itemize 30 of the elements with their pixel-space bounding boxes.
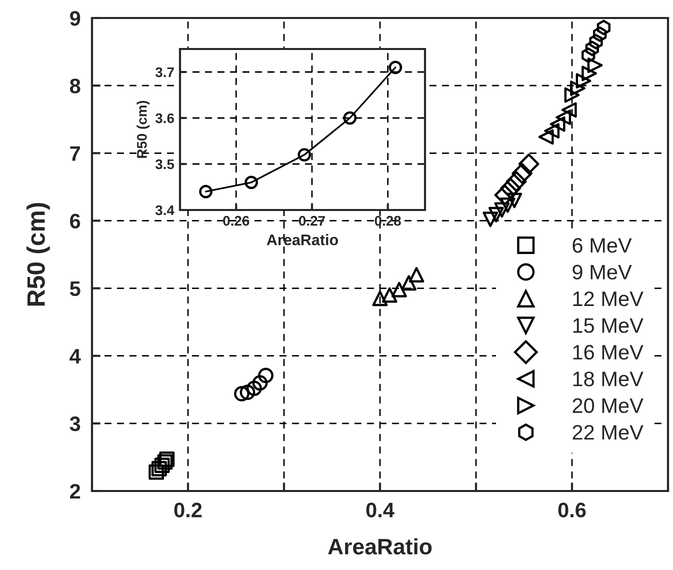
- legend-label: 12 MeV: [573, 291, 644, 306]
- legend-label: 15 MeV: [573, 318, 644, 333]
- x-tick-label: 0.27: [299, 216, 325, 226]
- x-tick-label: 0.2: [174, 502, 202, 518]
- y-axis-title: R50 (cm): [26, 202, 50, 306]
- x-tick-label: 0.26: [223, 216, 250, 226]
- y-tick-label: 3.5: [155, 159, 174, 170]
- y-axis-title: R50 (cm): [136, 100, 150, 158]
- y-tick-label: 4: [70, 349, 81, 364]
- y-tick-label: 3.6: [155, 113, 174, 124]
- y-tick-label: 6: [70, 214, 80, 228]
- x-tick-label: 0.4: [366, 502, 394, 518]
- legend-label: 16 MeV: [573, 344, 644, 360]
- x-tick-label: 0.28: [374, 216, 401, 226]
- legend-label: 18 MeV: [573, 372, 644, 386]
- x-axis-title: AreaRatio: [328, 538, 432, 555]
- y-tick-label: 3: [70, 416, 80, 432]
- legend-label: 9 MeV: [572, 264, 632, 280]
- y-tick-label: 7: [70, 146, 80, 161]
- y-tick-label: 5: [70, 282, 80, 296]
- legend-label: 6 MeV: [572, 238, 632, 253]
- y-tick-label: 8: [70, 78, 80, 94]
- y-tick-label: 3.4: [155, 205, 174, 216]
- x-axis-title: AreaRatio: [266, 234, 338, 246]
- legend-label: 20 MeV: [572, 398, 644, 414]
- x-tick-label: 0.6: [558, 502, 586, 518]
- y-tick-label: 3.7: [155, 67, 174, 78]
- legend-label: 22 MeV: [572, 425, 644, 440]
- y-tick-label: 9: [70, 11, 80, 26]
- y-tick-label: 2: [70, 484, 80, 499]
